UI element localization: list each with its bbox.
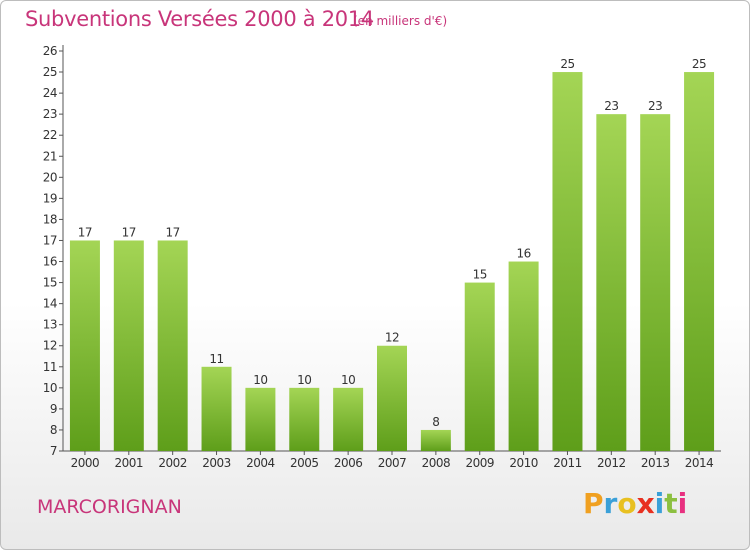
- x-tick-label-2014: 2014: [685, 456, 714, 470]
- y-tick-label: 13: [43, 318, 57, 332]
- x-tick-label-2004: 2004: [246, 456, 275, 470]
- data-label-2014: 25: [692, 57, 706, 71]
- chart-title: Subventions Versées 2000 à 2014: [25, 7, 374, 31]
- data-label-2013: 23: [648, 99, 662, 113]
- y-tick-label: 17: [43, 233, 57, 247]
- data-label-2000: 17: [78, 225, 92, 239]
- data-label-2003: 11: [209, 352, 223, 366]
- y-tick-label: 21: [43, 149, 57, 163]
- x-tick-label-2000: 2000: [71, 456, 100, 470]
- y-tick-label: 24: [43, 86, 57, 100]
- y-tick-label: 9: [50, 402, 57, 416]
- data-label-2008: 8: [432, 415, 439, 429]
- chart-subtitle: (en milliers d'€): [353, 14, 448, 28]
- data-label-2012: 23: [604, 99, 618, 113]
- bar-2004: [245, 387, 276, 451]
- logo-letter: r: [603, 487, 618, 520]
- bar-2003: [201, 366, 232, 451]
- bar-2013: [640, 114, 671, 451]
- data-label-2010: 16: [516, 247, 530, 261]
- bar-2002: [157, 240, 188, 451]
- y-tick-label: 8: [50, 423, 57, 437]
- x-tick-label-2001: 2001: [115, 456, 144, 470]
- bar-2007: [377, 345, 407, 451]
- data-label-2009: 15: [473, 268, 487, 282]
- y-tick-label: 19: [43, 191, 57, 205]
- x-tick-label-2007: 2007: [378, 456, 407, 470]
- x-tick-label-2009: 2009: [465, 456, 494, 470]
- y-tick-label: 26: [43, 44, 57, 58]
- x-tick-label-2013: 2013: [641, 456, 670, 470]
- logo-letter: P: [583, 487, 604, 520]
- logo-letter: x: [636, 487, 655, 520]
- x-tick-label-2006: 2006: [334, 456, 363, 470]
- logo-letter: i: [654, 487, 665, 520]
- y-tick-label: 25: [43, 65, 57, 79]
- y-tick-label: 14: [43, 297, 57, 311]
- logo-letter: o: [617, 487, 637, 520]
- y-tick-label: 7: [50, 444, 57, 458]
- data-label-2006: 10: [341, 373, 355, 387]
- data-label-2011: 25: [560, 57, 574, 71]
- bar-2011: [552, 72, 583, 451]
- bar-2001: [113, 240, 144, 451]
- y-tick-label: 11: [43, 360, 57, 374]
- x-tick-label-2003: 2003: [202, 456, 231, 470]
- bar-2008: [420, 429, 451, 451]
- bar-2000: [69, 240, 100, 451]
- y-tick-label: 23: [43, 107, 57, 121]
- x-tick-label-2011: 2011: [553, 456, 582, 470]
- logo-letter: t: [664, 487, 678, 520]
- y-tick-label: 18: [43, 212, 57, 226]
- y-tick-label: 20: [43, 170, 57, 184]
- data-label-2001: 17: [122, 225, 136, 239]
- y-tick-label: 10: [43, 381, 57, 395]
- y-tick-label: 16: [43, 255, 57, 269]
- bar-2009: [464, 282, 495, 451]
- x-tick-label-2010: 2010: [509, 456, 538, 470]
- x-tick-label-2012: 2012: [597, 456, 626, 470]
- x-tick-label-2002: 2002: [158, 456, 187, 470]
- y-tick-label: 12: [43, 339, 57, 353]
- y-tick-label: 22: [43, 128, 57, 142]
- data-label-2005: 10: [297, 373, 311, 387]
- commune-name: MARCORIGNAN: [37, 496, 182, 518]
- y-tick-label: 15: [43, 276, 57, 290]
- data-label-2004: 10: [253, 373, 267, 387]
- bar-2006: [333, 387, 364, 451]
- x-tick-label-2005: 2005: [290, 456, 319, 470]
- bar-2012: [596, 114, 627, 451]
- bar-2014: [684, 72, 715, 451]
- x-tick-label-2008: 2008: [422, 456, 451, 470]
- data-label-2002: 17: [166, 225, 180, 239]
- bar-2010: [508, 261, 539, 451]
- bar-2005: [289, 387, 320, 451]
- logo-letter: i: [677, 487, 688, 520]
- data-label-2007: 12: [385, 331, 399, 345]
- proxiti-logo: Proxiti: [583, 487, 687, 520]
